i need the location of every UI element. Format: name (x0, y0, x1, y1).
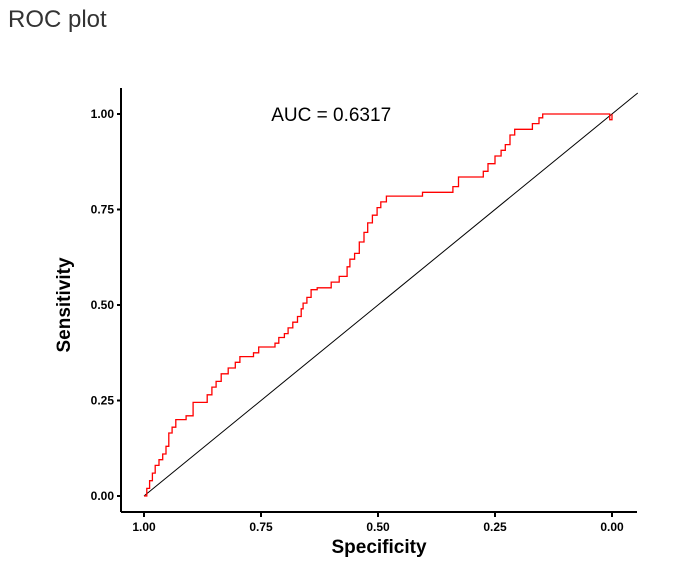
y-tick-label: 0.00 (91, 489, 115, 503)
page-title: ROC plot (8, 6, 107, 33)
y-axis-title: Sensitivity (54, 257, 75, 352)
y-tick-label: 1.00 (91, 107, 115, 121)
x-tick-label: 0.00 (600, 520, 624, 534)
x-tick-label: 0.25 (483, 520, 507, 534)
axes-layer (120, 88, 637, 513)
reference-diagonal-line (143, 92, 639, 497)
y-ticks: 0.00 0.25 0.50 0.75 1.00 (91, 107, 121, 503)
y-tick-label: 0.50 (91, 298, 115, 312)
y-tick-label: 0.75 (91, 203, 115, 217)
x-tick-label: 0.75 (249, 520, 273, 534)
x-tick-label: 0.50 (366, 520, 390, 534)
x-ticks: 1.00 0.75 0.50 0.25 0.00 (132, 512, 624, 534)
auc-annotation: AUC = 0.6317 (271, 105, 391, 126)
x-tick-label: 1.00 (132, 520, 156, 534)
roc-curve-series (144, 113, 613, 497)
y-tick-label: 0.25 (91, 394, 115, 408)
x-axis-title: Specificity (331, 537, 426, 558)
